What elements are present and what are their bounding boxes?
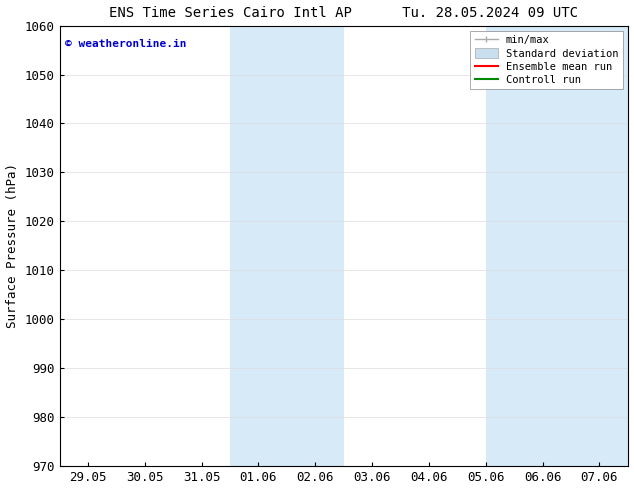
- Text: © weatheronline.in: © weatheronline.in: [65, 39, 187, 49]
- Bar: [230, 25, 344, 466]
- Legend: min/max, Standard deviation, Ensemble mean run, Controll run: min/max, Standard deviation, Ensemble me…: [470, 31, 623, 89]
- Title: ENS Time Series Cairo Intl AP      Tu. 28.05.2024 09 UTC: ENS Time Series Cairo Intl AP Tu. 28.05.…: [109, 6, 578, 20]
- Y-axis label: Surface Pressure (hPa): Surface Pressure (hPa): [6, 163, 19, 328]
- Bar: [486, 25, 628, 466]
